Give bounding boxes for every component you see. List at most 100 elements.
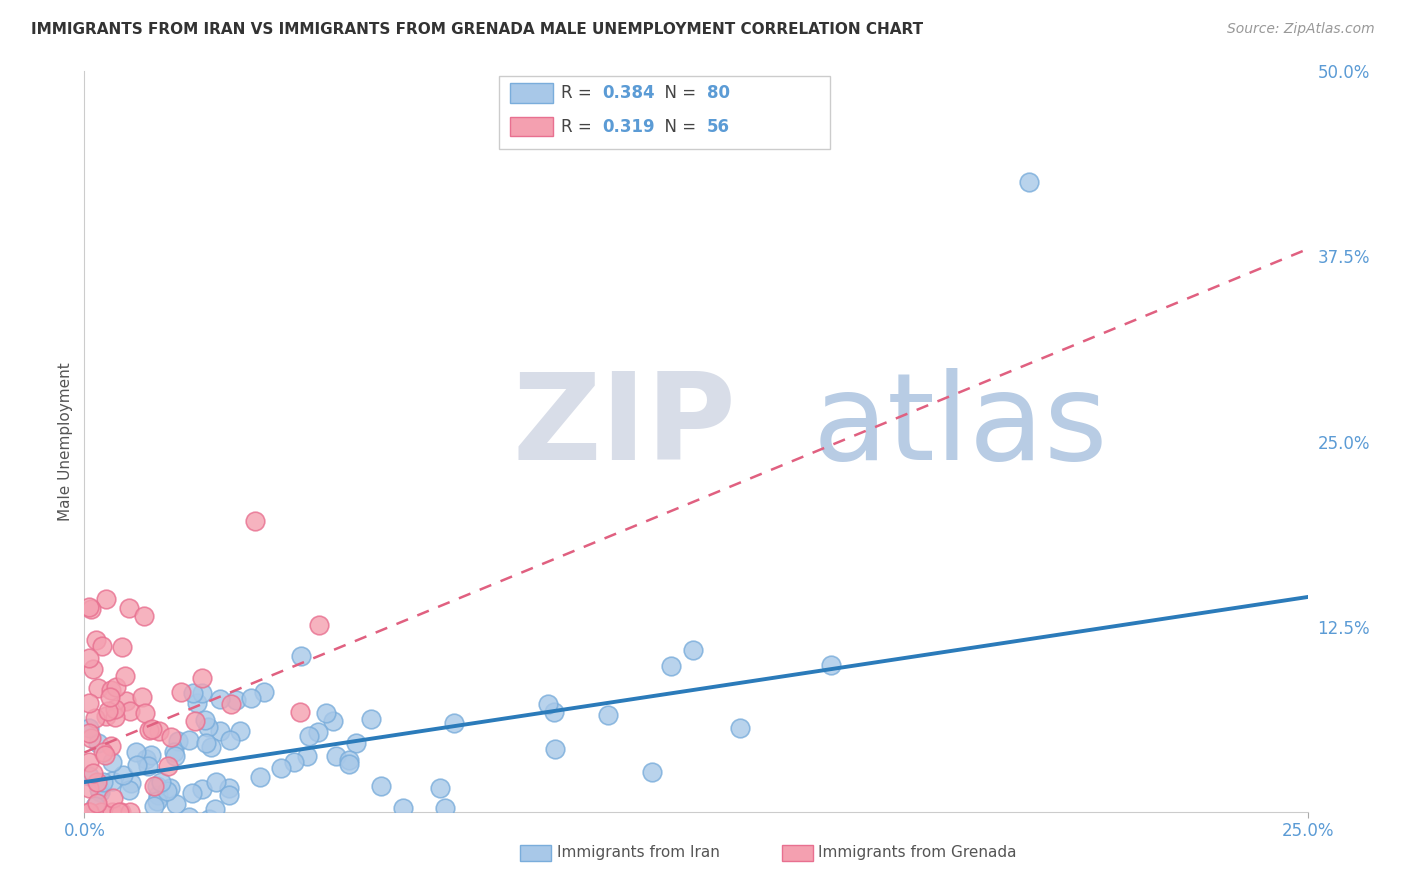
Point <box>160 731 183 745</box>
Point <box>537 698 560 712</box>
Point <box>225 692 247 706</box>
Point <box>77 651 100 665</box>
Point <box>100 682 122 697</box>
Point <box>205 774 228 789</box>
Point <box>218 789 240 803</box>
Point <box>77 726 100 740</box>
Point <box>82 765 104 780</box>
Point <box>229 723 252 738</box>
Point <box>191 686 214 700</box>
Point <box>325 748 347 763</box>
Point <box>239 690 262 705</box>
Point <box>115 694 138 708</box>
Point <box>77 769 100 783</box>
Point <box>659 658 682 673</box>
Point <box>170 685 193 699</box>
Point <box>138 723 160 737</box>
Point <box>1018 175 1040 190</box>
Point <box>91 775 114 789</box>
Point <box>200 740 222 755</box>
Point <box>298 729 321 743</box>
Point <box>682 643 704 657</box>
Point <box>148 723 170 738</box>
Point <box>195 736 218 750</box>
Text: 0.384: 0.384 <box>602 84 654 102</box>
Point <box>134 608 156 623</box>
Point <box>77 600 100 615</box>
Point <box>108 805 131 819</box>
Point <box>157 759 180 773</box>
Point <box>143 798 166 813</box>
Point <box>181 686 204 700</box>
Point <box>111 640 134 654</box>
Point <box>186 696 208 710</box>
Point <box>91 639 114 653</box>
Point <box>290 648 312 663</box>
Text: 56: 56 <box>707 118 730 136</box>
Point <box>100 739 122 753</box>
Point <box>191 671 214 685</box>
Point <box>110 805 132 819</box>
Point <box>208 724 231 739</box>
Text: atlas: atlas <box>813 368 1108 485</box>
Point <box>94 592 117 607</box>
Point <box>641 765 664 780</box>
Point <box>197 720 219 734</box>
Point <box>80 731 103 745</box>
Point <box>295 749 318 764</box>
Point <box>94 709 117 723</box>
Point <box>91 745 114 759</box>
Point <box>139 747 162 762</box>
Point <box>283 756 305 770</box>
Point <box>150 774 173 789</box>
Point <box>84 632 107 647</box>
Point <box>104 710 127 724</box>
Point <box>101 774 124 789</box>
Point <box>118 782 141 797</box>
Point <box>120 776 142 790</box>
Point <box>145 779 167 793</box>
Point <box>162 745 184 759</box>
Point <box>90 805 112 819</box>
Point <box>77 696 100 710</box>
Point <box>77 781 100 796</box>
Point <box>77 755 100 769</box>
Point <box>84 710 107 724</box>
Point <box>163 749 186 764</box>
Text: Source: ZipAtlas.com: Source: ZipAtlas.com <box>1227 22 1375 37</box>
Point <box>544 742 567 756</box>
Point <box>77 805 100 819</box>
Point <box>156 784 179 798</box>
Point <box>118 704 141 718</box>
Point <box>86 797 108 811</box>
Point <box>308 617 330 632</box>
Point <box>101 820 124 834</box>
Point <box>543 705 565 719</box>
Point <box>125 758 148 772</box>
Text: ZIP: ZIP <box>513 368 737 485</box>
Point <box>86 775 108 789</box>
Text: N =: N = <box>654 118 702 136</box>
Point <box>98 690 121 704</box>
Point <box>124 745 146 759</box>
Point <box>104 702 127 716</box>
Point <box>131 690 153 704</box>
Point <box>392 800 415 814</box>
Point <box>94 747 117 762</box>
Point <box>191 781 214 796</box>
Point <box>429 780 451 795</box>
Point <box>730 721 752 735</box>
Point <box>307 724 329 739</box>
Point <box>194 713 217 727</box>
Point <box>443 715 465 730</box>
Point <box>141 722 163 736</box>
Point <box>598 708 620 723</box>
Point <box>315 706 337 720</box>
Point <box>165 797 187 812</box>
Point <box>184 714 207 728</box>
Point <box>218 781 240 796</box>
Point <box>135 752 157 766</box>
Point <box>87 781 110 796</box>
Point <box>209 692 232 706</box>
Point <box>820 657 842 672</box>
